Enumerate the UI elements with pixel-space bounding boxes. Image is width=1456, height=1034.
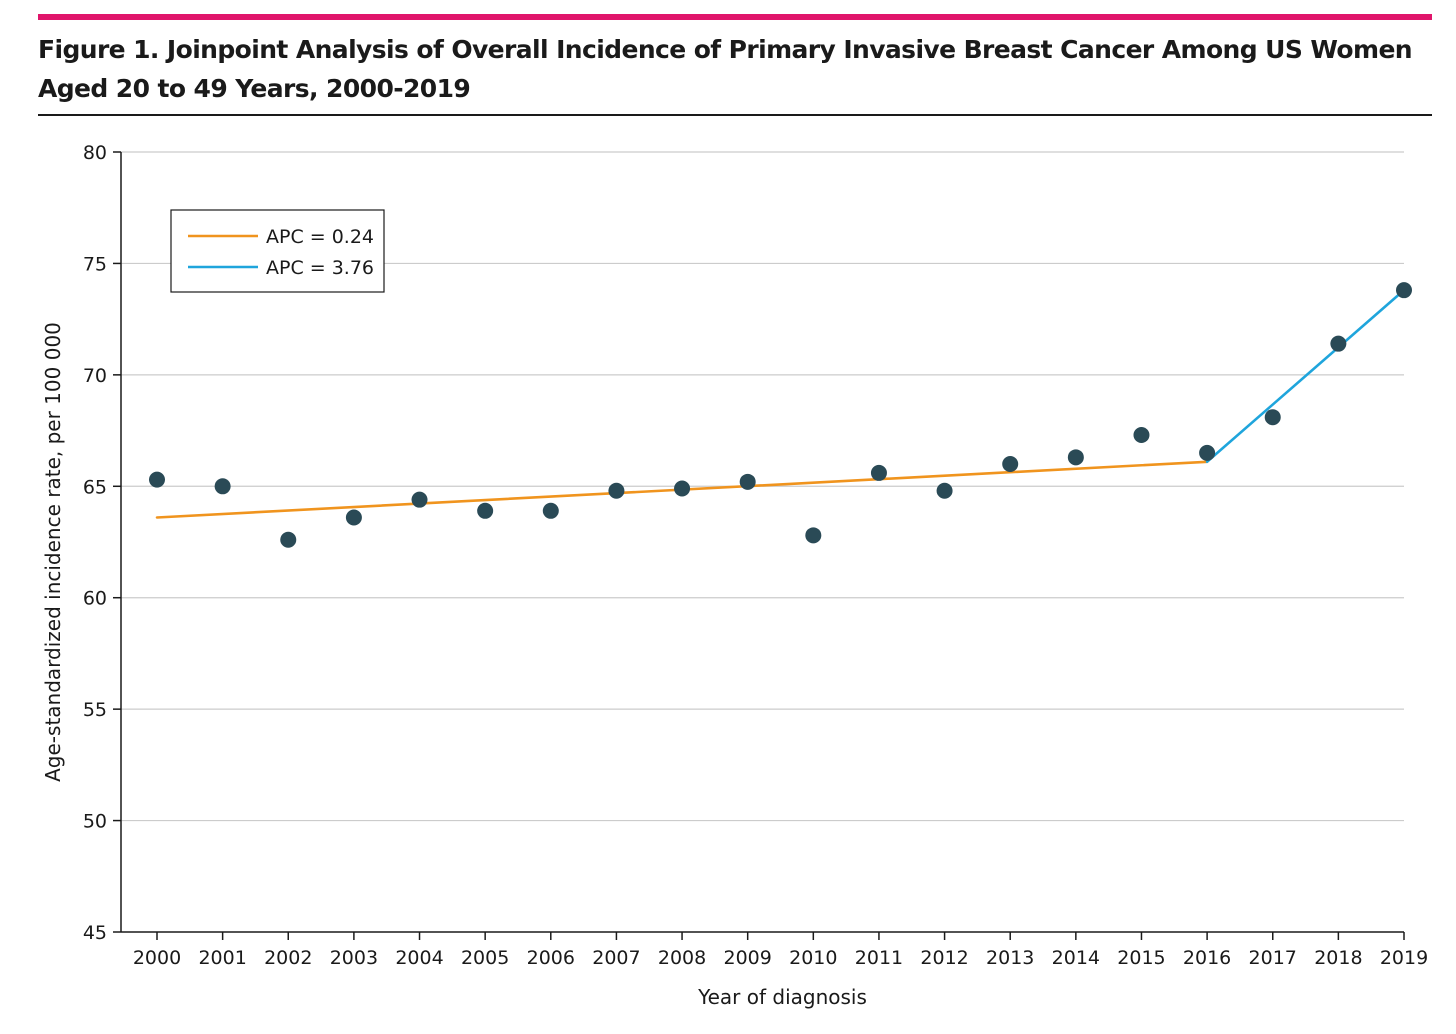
data-point-2012 (936, 482, 953, 499)
legend-label-2: APC = 3.76 (266, 257, 374, 279)
data-point-2011 (870, 464, 887, 481)
data-point-2004 (411, 491, 428, 508)
y-tick-label-65: 65 (83, 476, 107, 498)
data-point-2005 (477, 502, 494, 519)
x-tick-label-2012: 2012 (920, 947, 968, 969)
y-tick-label-60: 60 (83, 588, 107, 610)
data-point-2017 (1264, 409, 1281, 426)
x-tick-label-2009: 2009 (724, 947, 772, 969)
series (155, 288, 1406, 519)
accent-bar (38, 14, 1432, 20)
y-axis-title: Age-standardized incidence rate, per 100… (41, 322, 65, 782)
x-tick-label-2005: 2005 (461, 947, 509, 969)
x-tick-label-2019: 2019 (1380, 947, 1428, 969)
legend-box (170, 209, 385, 293)
x-tick-label-2017: 2017 (1249, 947, 1297, 969)
x-tick-label-2008: 2008 (658, 947, 706, 969)
x-tick-label-2010: 2010 (789, 947, 837, 969)
trend-segment-2 (1205, 288, 1406, 464)
data-point-2003 (345, 509, 362, 526)
data-point-2008 (674, 480, 691, 497)
x-tick-label-2001: 2001 (198, 947, 246, 969)
data-point-2006 (542, 502, 559, 519)
legend: APC = 0.24 APC = 3.76 (170, 209, 385, 293)
x-tick-label-2002: 2002 (264, 947, 312, 969)
x-tick-label-2004: 2004 (395, 947, 443, 969)
data-point-2010 (805, 527, 822, 544)
x-tick-label-2007: 2007 (592, 947, 640, 969)
data-point-2002 (280, 531, 297, 548)
data-points (149, 282, 1412, 548)
legend-label-1: APC = 0.24 (266, 226, 374, 248)
data-point-2016 (1199, 444, 1216, 461)
x-tick-label-2011: 2011 (855, 947, 903, 969)
data-point-2000 (149, 471, 165, 488)
x-tick-label-2006: 2006 (527, 947, 575, 969)
y-tick-label-75: 75 (83, 253, 107, 275)
y-tick-label-45: 45 (83, 922, 107, 944)
x-tick-label-2014: 2014 (1052, 947, 1100, 969)
axes: 45 50 55 60 65 70 75 80 2000 2001 2002 2003 2004 2005… (83, 142, 1428, 969)
x-tick-label-2000: 2000 (133, 947, 181, 969)
data-point-2014 (1067, 449, 1084, 466)
x-axis-title: Year of diagnosis (697, 985, 867, 1009)
figure-title: Figure 1. Joinpoint Analysis of Overall … (38, 35, 1413, 103)
data-point-2018 (1330, 335, 1347, 352)
x-tick-label-2003: 2003 (330, 947, 378, 969)
x-tick-label-2013: 2013 (986, 947, 1034, 969)
data-point-2015 (1133, 427, 1150, 444)
x-tick-label-2018: 2018 (1314, 947, 1362, 969)
x-tick-label-2016: 2016 (1183, 947, 1231, 969)
y-tick-label-70: 70 (83, 365, 107, 387)
y-tick-label-80: 80 (83, 142, 107, 164)
data-point-2007 (608, 482, 625, 499)
data-point-2013 (1002, 456, 1019, 472)
title-rule (38, 114, 1432, 116)
data-point-2019 (1396, 282, 1412, 299)
data-point-2001 (214, 478, 231, 495)
data-point-2009 (739, 473, 756, 490)
y-tick-label-50: 50 (83, 811, 107, 833)
x-tick-label-2015: 2015 (1117, 947, 1165, 969)
y-tick-label-55: 55 (83, 699, 107, 721)
